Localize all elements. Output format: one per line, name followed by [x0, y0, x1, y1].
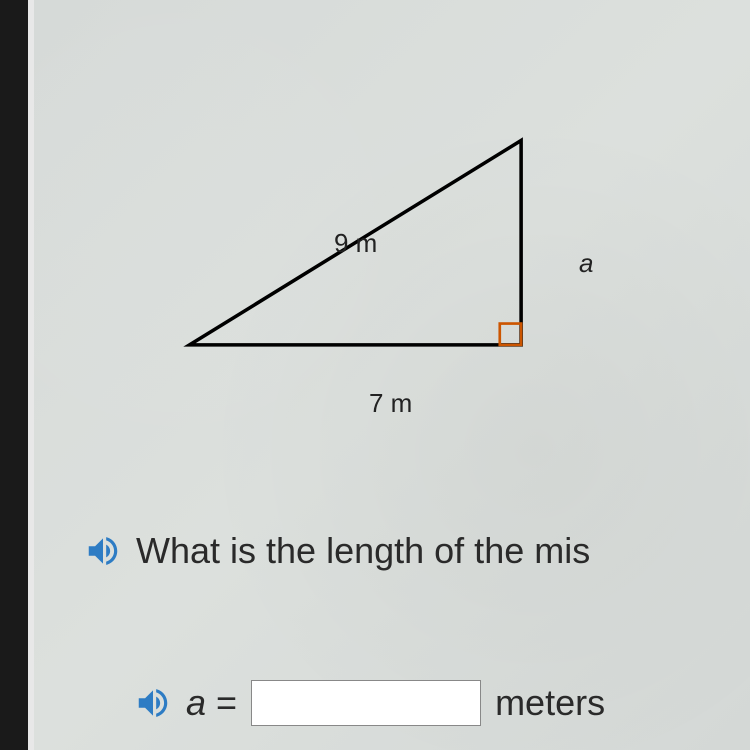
answer-variable: a = — [186, 682, 237, 724]
screen-left-edge — [0, 0, 28, 750]
speaker-icon-answer[interactable] — [134, 684, 172, 722]
speaker-icon[interactable] — [84, 532, 122, 570]
side-a-label: a — [579, 248, 593, 279]
right-angle-marker — [500, 324, 521, 345]
base-label: 7 m — [369, 388, 412, 419]
question-row: What is the length of the mis — [84, 530, 590, 572]
question-text: What is the length of the mis — [136, 530, 590, 572]
triangle-diagram: 9 m a 7 m — [134, 80, 574, 400]
answer-row: a = meters — [134, 680, 605, 726]
hypotenuse-label: 9 m — [334, 228, 377, 259]
content-area: 9 m a 7 m What is the length of the mis … — [34, 0, 750, 750]
answer-units: meters — [495, 682, 605, 724]
answer-input[interactable] — [251, 680, 481, 726]
